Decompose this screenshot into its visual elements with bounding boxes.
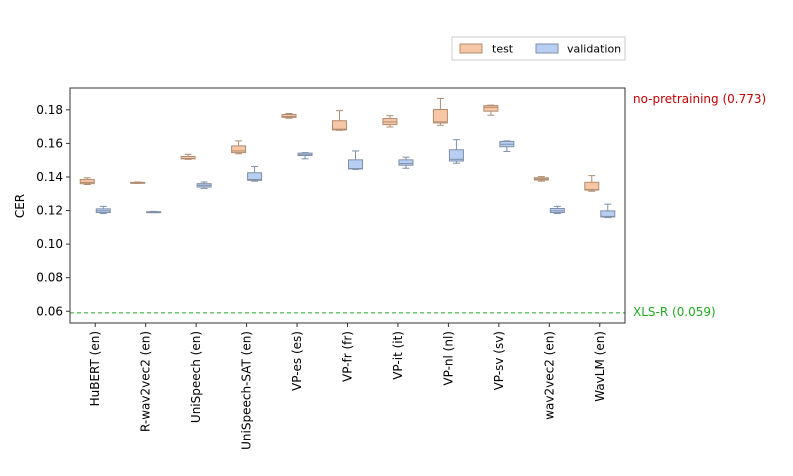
box-test	[432, 97, 448, 126]
x-tick-label: UniSpeech-SAT (en)	[240, 331, 254, 450]
legend-label-test: test	[492, 43, 514, 56]
box-test	[281, 113, 297, 119]
y-tick-label: 0.12	[36, 204, 63, 218]
y-tick-label: 0.18	[36, 103, 63, 117]
legend: test validation	[451, 36, 626, 61]
box-test	[382, 115, 398, 128]
box-iqr	[348, 159, 363, 170]
x-tick-label: HuBERT (en)	[88, 331, 102, 406]
box-iqr	[600, 210, 616, 218]
x-axis: HuBERT (en) R-wav2vec2 (en) UniSpeech (en)…	[88, 323, 607, 450]
box-test	[483, 104, 499, 116]
box-validation	[247, 166, 263, 182]
y-axis: 0.06 0.08 0.10 0.12 0.14 0.16 0.18	[36, 103, 70, 318]
legend-swatch-validation	[535, 43, 559, 54]
box-validation	[196, 181, 212, 189]
reference-label-xls-r: XLS-R (0.059)	[633, 305, 716, 319]
legend-swatch-test	[459, 43, 483, 54]
box-test	[130, 181, 146, 184]
box-validation	[448, 139, 464, 164]
y-tick-label: 0.06	[36, 304, 63, 318]
y-axis-label: CER	[13, 194, 27, 218]
y-tick-label: 0.14	[36, 170, 63, 184]
plot-frame	[69, 87, 626, 324]
x-tick-label: UniSpeech (en)	[189, 331, 203, 423]
box-plots	[79, 97, 616, 219]
reference-label-no-pretraining: no-pretraining (0.773)	[633, 92, 766, 106]
box-test	[533, 176, 549, 182]
box-test	[231, 140, 247, 155]
box-validation	[297, 152, 313, 160]
x-tick-label: wav2vec2 (en)	[542, 331, 556, 420]
box-iqr	[247, 172, 263, 181]
box-validation	[348, 150, 363, 170]
box-iqr	[332, 120, 347, 131]
box-iqr	[79, 178, 95, 185]
box-iqr	[297, 152, 313, 156]
x-tick-label: VP-sv (sv)	[492, 331, 506, 390]
box-iqr	[231, 145, 247, 154]
box-iqr	[281, 114, 297, 118]
y-tick-label: 0.10	[36, 237, 63, 251]
y-tick-label: 0.08	[36, 271, 63, 285]
box-iqr	[432, 108, 448, 124]
legend-label-validation: validation	[567, 43, 621, 56]
box-iqr	[584, 181, 600, 191]
box-validation	[499, 140, 515, 152]
x-tick-label: VP-it (it)	[391, 331, 405, 380]
y-tick-label: 0.16	[36, 136, 63, 150]
x-tick-label: VP-nl (nl)	[441, 331, 455, 386]
box-validation	[600, 203, 616, 219]
x-tick-label: WavLM (en)	[593, 331, 607, 402]
box-iqr	[398, 159, 414, 166]
x-tick-label: VP-es (es)	[290, 331, 304, 391]
box-iqr	[448, 149, 464, 162]
box-test	[180, 153, 196, 160]
box-iqr	[483, 105, 499, 112]
box-test	[584, 175, 600, 192]
x-tick-label: R-wav2vec2 (en)	[139, 331, 153, 432]
box-validation	[398, 156, 414, 169]
box-test	[79, 177, 95, 186]
box-validation	[549, 205, 565, 215]
box-validation	[95, 205, 111, 215]
box-test	[332, 110, 347, 131]
x-tick-label: VP-fr (fr)	[341, 331, 355, 382]
box-validation	[146, 210, 162, 214]
